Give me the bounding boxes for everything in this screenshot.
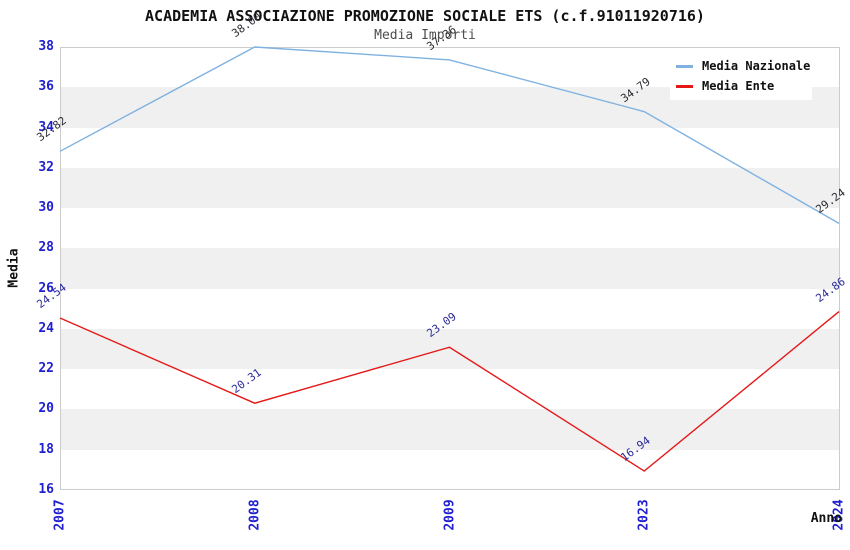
grid-band: [61, 208, 839, 249]
grid-band: [61, 167, 839, 209]
legend-label: Media Ente: [702, 79, 775, 93]
legend: Media Nazionale Media Ente: [670, 52, 812, 100]
legend-swatch-ente-icon: [676, 84, 693, 88]
x-tick-label: 2009: [442, 499, 457, 531]
y-axis-title: Media: [6, 248, 22, 288]
y-tick-label: 20: [38, 401, 54, 417]
y-tick-label: 36: [38, 79, 54, 95]
y-tick-label: 18: [38, 441, 54, 457]
y-tick-label: 28: [38, 240, 54, 256]
y-tick-label: 16: [38, 482, 54, 497]
grid-band: [61, 369, 839, 410]
legend-item-media-ente: Media Ente: [676, 79, 812, 93]
x-tick-label: 2007: [52, 499, 68, 531]
grid-band: [61, 248, 839, 289]
y-tick-label: 38: [38, 39, 54, 54]
chart-subtitle: Media Importi: [374, 28, 476, 43]
grid-band: [61, 409, 839, 450]
legend-swatch-nazionale-icon: [676, 64, 693, 68]
legend-label: Media Nazionale: [702, 59, 811, 73]
legend-item-media-nazionale: Media Nazionale: [676, 59, 812, 73]
x-tick-label: 2008: [247, 499, 263, 531]
grid-band: [61, 449, 839, 489]
grid-band: [61, 328, 839, 370]
grid-band: [61, 127, 839, 168]
plot-area: [60, 47, 840, 490]
x-axis-title: Anno: [810, 511, 842, 526]
chart-title: ACADEMIA ASSOCIAZIONE PROMOZIONE SOCIALE…: [145, 7, 705, 25]
y-tick-label: 26: [38, 280, 54, 296]
y-tick-label: 22: [38, 361, 54, 377]
y-tick-label: 24: [38, 320, 54, 336]
y-tick-label: 32: [38, 159, 54, 175]
x-tick-label: 2023: [636, 499, 652, 531]
y-tick-label: 30: [38, 200, 54, 216]
y-tick-label: 34: [38, 119, 54, 135]
